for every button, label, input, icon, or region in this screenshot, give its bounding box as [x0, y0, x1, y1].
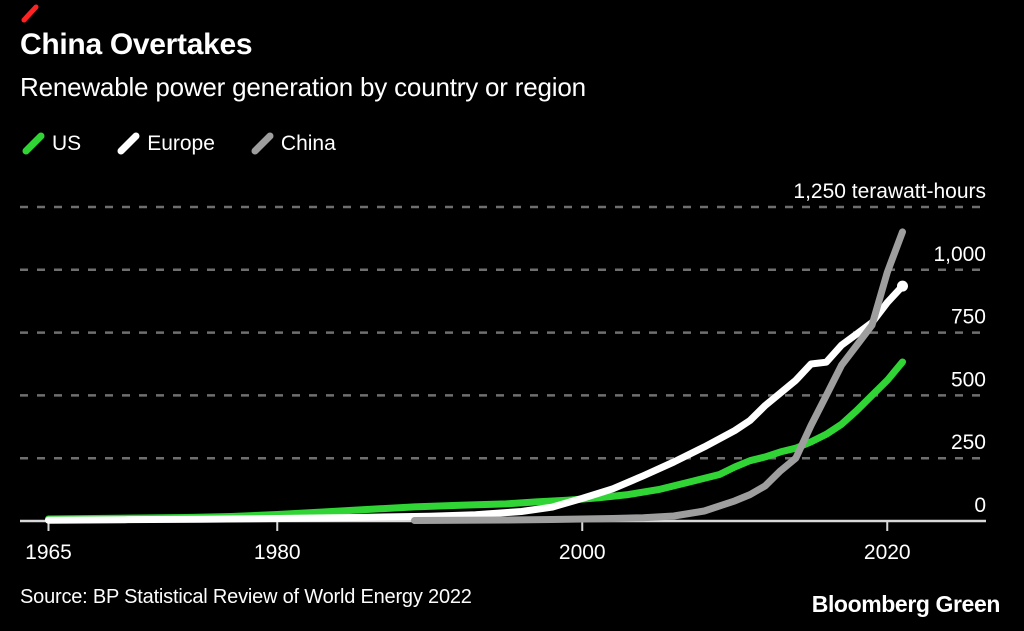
- x-tick-label-2000: 2000: [559, 541, 606, 564]
- series-end-dot-europe: [897, 280, 908, 292]
- legend-label-us: US: [52, 132, 82, 155]
- legend: US Europe China: [22, 132, 336, 156]
- europe-slash-swatch-icon: [117, 132, 140, 155]
- legend-item-europe: Europe: [117, 132, 215, 156]
- bloomberg-red-slash-icon: [21, 4, 39, 23]
- china-slash-swatch-icon: [251, 132, 274, 155]
- y-tick-label-250: 250: [951, 431, 986, 454]
- series-line-europe: [45, 282, 906, 524]
- series-line-china: [411, 228, 906, 524]
- y-tick-label-0: 0: [974, 494, 986, 517]
- series-line-us: [45, 358, 906, 523]
- bloomberg-green-logo: Bloomberg Green: [811, 591, 1001, 617]
- y-tick-label-750: 750: [951, 306, 986, 329]
- legend-label-china: China: [280, 132, 336, 155]
- y-tick-label-1250: 1,250 terawatt-hours: [793, 180, 986, 203]
- x-tick-label-1965: 1965: [25, 541, 72, 564]
- page-title: China Overtakes: [20, 28, 253, 61]
- legend-item-china: China: [251, 132, 336, 156]
- x-tick-label-1980: 1980: [254, 541, 301, 564]
- x-tick-label-2020: 2020: [864, 541, 911, 564]
- legend-item-us: US: [22, 132, 81, 156]
- y-tick-label-1000: 1,000: [933, 243, 986, 266]
- page-subtitle: Renewable power generation by country or…: [20, 72, 586, 102]
- us-slash-swatch-icon: [22, 132, 45, 155]
- legend-label-europe: Europe: [147, 132, 215, 155]
- y-tick-label-500: 500: [951, 368, 986, 391]
- source-note: Source: BP Statistical Review of World E…: [20, 586, 472, 608]
